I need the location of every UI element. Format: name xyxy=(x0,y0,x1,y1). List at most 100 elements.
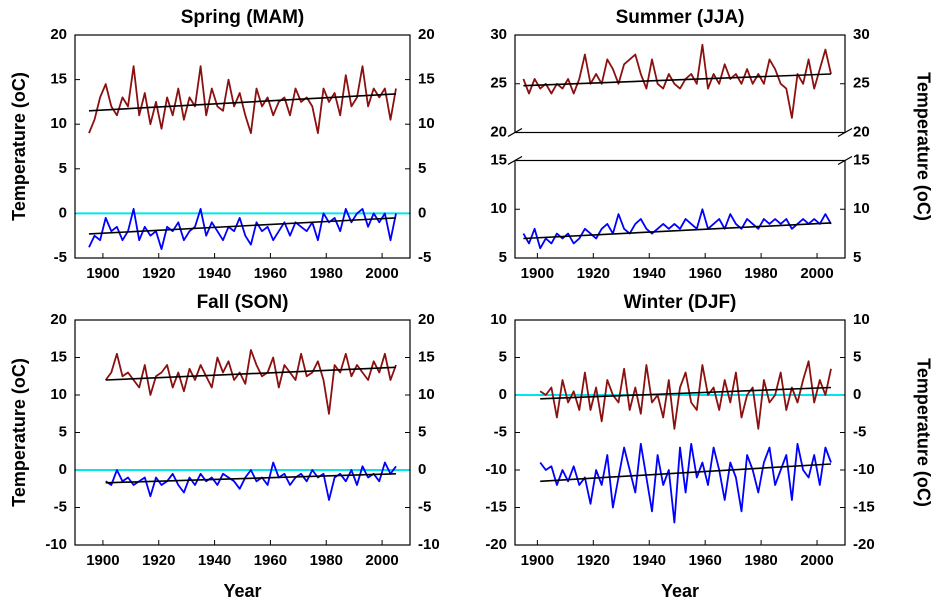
x-tick-label: 2000 xyxy=(365,265,398,282)
y-tick-label: -15 xyxy=(485,498,507,515)
x-tick-label: 1960 xyxy=(688,265,721,282)
x-tick-label: 2000 xyxy=(800,552,833,569)
y-tick-label: 20 xyxy=(490,123,507,140)
y-tick-label: -15 xyxy=(853,498,875,515)
trend-line xyxy=(88,217,397,235)
plot-frame xyxy=(514,159,846,259)
x-tick-label: 1900 xyxy=(521,265,554,282)
y-tick-label: 15 xyxy=(50,348,67,365)
y-tick-label: 10 xyxy=(853,200,870,217)
y-tick-label: 20 xyxy=(853,123,870,140)
y-tick-label: 5 xyxy=(853,249,861,266)
y-tick-label: 15 xyxy=(490,151,507,168)
y-tick-label: 30 xyxy=(490,26,507,43)
y-tick-label: -10 xyxy=(45,536,67,553)
y-tick-label: -5 xyxy=(54,498,67,515)
x-tick-label: 2000 xyxy=(365,552,398,569)
trend-line xyxy=(540,463,832,483)
x-tick-label: 1900 xyxy=(521,552,554,569)
y-axis-label: Temperature (oC) xyxy=(913,358,933,507)
x-tick-label: 1980 xyxy=(310,552,343,569)
series-line xyxy=(105,461,397,501)
y-tick-label: 20 xyxy=(50,26,67,43)
trend-line xyxy=(523,222,832,240)
panel-title: Summer (JJA) xyxy=(616,7,745,28)
panel-title: Winter (DJF) xyxy=(624,292,737,313)
y-tick-label: -20 xyxy=(853,536,875,553)
series-line xyxy=(88,208,397,250)
y-tick-label: 10 xyxy=(50,386,67,403)
x-tick-label: 1900 xyxy=(86,552,119,569)
y-tick-label: 15 xyxy=(418,71,435,88)
x-axis-label: Year xyxy=(223,581,261,601)
y-tick-label: 10 xyxy=(853,311,870,328)
y-tick-label: -5 xyxy=(494,423,507,440)
x-tick-label: 1960 xyxy=(254,552,287,569)
trend-line xyxy=(523,73,832,87)
x-tick-label: 1980 xyxy=(310,265,343,282)
x-tick-label: 1940 xyxy=(198,265,231,282)
series-line xyxy=(522,43,832,119)
y-tick-label: 20 xyxy=(50,311,67,328)
x-tick-label: 1960 xyxy=(254,265,287,282)
y-tick-label: 25 xyxy=(853,75,870,92)
y-tick-label: 10 xyxy=(490,311,507,328)
y-tick-label: -5 xyxy=(54,249,67,266)
y-axis-label: Temperature (oC) xyxy=(9,358,29,507)
plot-frame xyxy=(74,34,411,259)
y-tick-label: 10 xyxy=(418,115,435,132)
x-tick-label: 1940 xyxy=(198,552,231,569)
y-tick-label: 0 xyxy=(853,386,861,403)
y-tick-label: -10 xyxy=(853,461,875,478)
y-tick-label: 0 xyxy=(418,461,426,478)
x-tick-label: 1920 xyxy=(577,552,610,569)
y-axis-label: Temperature (oC) xyxy=(913,72,933,221)
trend-line xyxy=(105,473,397,484)
y-tick-label: 0 xyxy=(499,386,507,403)
y-tick-label: 15 xyxy=(853,151,870,168)
trend-line xyxy=(105,366,397,381)
y-tick-label: 15 xyxy=(418,348,435,365)
y-tick-label: 5 xyxy=(499,249,507,266)
y-tick-label: 10 xyxy=(50,115,67,132)
y-tick-label: 20 xyxy=(418,311,435,328)
y-tick-label: 15 xyxy=(50,71,67,88)
y-tick-label: 0 xyxy=(59,204,67,221)
x-tick-label: 1920 xyxy=(577,265,610,282)
x-tick-label: 1940 xyxy=(633,265,666,282)
x-tick-label: 2000 xyxy=(800,265,833,282)
panel-title: Spring (MAM) xyxy=(181,7,304,28)
y-tick-label: -10 xyxy=(418,536,440,553)
x-tick-label: 1920 xyxy=(142,552,175,569)
y-tick-label: 5 xyxy=(853,348,861,365)
y-tick-label: 0 xyxy=(59,461,67,478)
series-line xyxy=(88,65,397,134)
y-tick-label: -5 xyxy=(418,498,431,515)
x-tick-label: 1900 xyxy=(86,265,119,282)
trend-line xyxy=(540,386,832,400)
panel-title: Fall (SON) xyxy=(197,292,289,313)
x-tick-label: 1960 xyxy=(688,552,721,569)
plot-frame xyxy=(514,319,846,546)
series-line xyxy=(539,442,832,524)
y-tick-label: -10 xyxy=(485,461,507,478)
y-tick-label: 0 xyxy=(418,204,426,221)
y-tick-label: -5 xyxy=(853,423,866,440)
x-axis-label: Year xyxy=(661,581,699,601)
series-line xyxy=(104,349,397,415)
y-tick-label: 5 xyxy=(418,160,426,177)
y-tick-label: 25 xyxy=(490,75,507,92)
series-line xyxy=(522,208,832,250)
y-tick-label: 30 xyxy=(853,26,870,43)
y-tick-label: 5 xyxy=(499,348,507,365)
plot-frame xyxy=(74,319,411,546)
y-tick-label: 5 xyxy=(418,423,426,440)
y-tick-label: 20 xyxy=(418,26,435,43)
x-tick-label: 1940 xyxy=(633,552,666,569)
y-tick-label: 10 xyxy=(418,386,435,403)
trend-line xyxy=(88,93,397,112)
x-tick-label: 1980 xyxy=(744,552,777,569)
y-tick-label: -5 xyxy=(418,249,431,266)
x-tick-label: 1920 xyxy=(142,265,175,282)
y-tick-label: 10 xyxy=(490,200,507,217)
